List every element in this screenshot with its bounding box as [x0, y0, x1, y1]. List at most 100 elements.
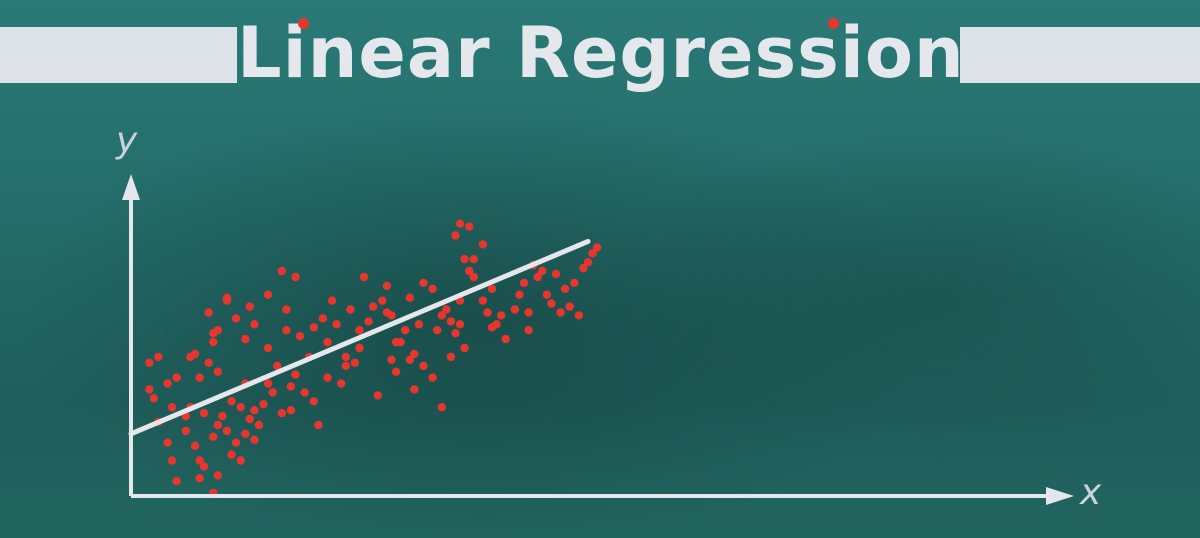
scatter-point [199, 408, 209, 418]
scatter-point [222, 426, 232, 436]
scatter-point [455, 219, 465, 228]
scatter-point [204, 308, 213, 317]
scatter-point [465, 222, 474, 231]
scatter-point [341, 361, 350, 370]
scatter-point [551, 269, 561, 279]
scatter-point [405, 355, 414, 364]
scatter-point [515, 290, 524, 299]
scatter-point [309, 323, 318, 332]
scatter-point [227, 450, 236, 459]
scatter-point [446, 317, 456, 326]
scatter-point [556, 308, 565, 317]
scatter-point [533, 272, 542, 282]
scatter-point [542, 290, 552, 299]
scatter-point [327, 296, 337, 305]
scatter-point [218, 411, 227, 421]
y-axis-label: y [116, 120, 138, 161]
scatter-point [483, 308, 492, 317]
scatter-point [318, 314, 328, 323]
scatter-point [510, 305, 520, 314]
scatter-point [263, 343, 273, 353]
scatter-point [149, 394, 158, 403]
scatter-point [282, 305, 291, 314]
scatter-point [250, 435, 259, 444]
scatter-point [487, 323, 497, 332]
scatter-point [437, 311, 446, 320]
scatter-point [428, 373, 437, 382]
x-axis-arrow-icon [1046, 487, 1074, 505]
scatter-point [222, 293, 232, 302]
scatter-point [391, 337, 401, 347]
scatter-point [282, 326, 291, 335]
scatter-point [300, 388, 309, 397]
scatter-point [337, 379, 346, 388]
scatter-point [579, 263, 588, 273]
scatter-point [213, 420, 222, 430]
scatter-point [213, 471, 222, 480]
y-axis-arrow-icon [122, 174, 140, 200]
scatter-point [350, 358, 360, 367]
scatter-point [323, 337, 332, 347]
scatter-point [465, 266, 474, 276]
scatter-point [231, 438, 241, 447]
scatter-point [478, 240, 488, 249]
scatter-point [410, 385, 419, 394]
scatter-point [487, 284, 497, 293]
scatter-point [378, 296, 387, 305]
scatter-point [519, 278, 529, 288]
scatter-point [501, 334, 510, 344]
scatter-point [190, 441, 200, 450]
scatter-point [405, 293, 414, 302]
scatter-point [277, 408, 286, 418]
scatter-point [250, 406, 259, 415]
scatter-point [213, 367, 222, 376]
title-i-dot-icon [298, 18, 309, 29]
scatter-point [437, 403, 446, 412]
points-layer [145, 219, 602, 498]
scatter-point [209, 432, 218, 441]
scatter-point [574, 311, 584, 320]
scatter-point [286, 406, 296, 415]
scatter-point [172, 477, 181, 486]
scatter-point [291, 272, 300, 282]
page-title: Linear Regression [237, 12, 965, 94]
scatter-point [163, 438, 172, 447]
scatter-point [387, 355, 396, 364]
scatter-point [391, 367, 401, 376]
scatter-point [565, 302, 574, 311]
scatter-point [460, 255, 469, 264]
scatter-point [314, 420, 323, 430]
scatter-point [236, 456, 245, 465]
scatter-point [181, 426, 190, 436]
scatter-point [295, 332, 305, 341]
scatter-point [309, 397, 318, 406]
scatter-point [355, 326, 364, 335]
scatter-point [199, 462, 209, 471]
title-band-right [960, 27, 1200, 83]
scatter-point [341, 352, 350, 362]
scatter-point [401, 326, 410, 335]
scatter-point [277, 266, 286, 276]
scatter-point [524, 308, 533, 317]
scatter-point [145, 385, 154, 394]
scatter-point [286, 382, 296, 391]
scatter-point [460, 343, 469, 353]
scatter-point [195, 456, 204, 465]
scatter-point [195, 373, 204, 382]
scatter-point [167, 456, 177, 465]
scatter-point [241, 429, 250, 438]
scatter-point [263, 290, 273, 299]
scatter-point [583, 258, 593, 267]
scatter-point [245, 302, 254, 311]
scatter-point [410, 349, 419, 359]
scatter-point [291, 370, 300, 379]
scatter-point [250, 320, 259, 329]
scatter-point [268, 388, 277, 397]
title-i-dot-icon [828, 18, 839, 29]
scatter-point [186, 352, 195, 362]
scatter-point [254, 420, 264, 430]
scatter-point [451, 329, 460, 338]
scatter-point [538, 266, 547, 276]
scatter-point [446, 352, 456, 362]
